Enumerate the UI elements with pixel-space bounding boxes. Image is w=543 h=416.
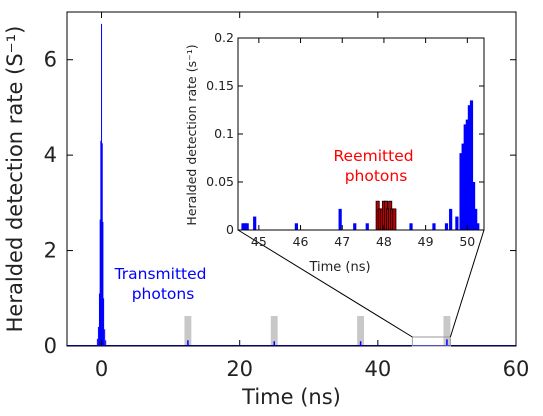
inset-y-tick-label-0: 0 (226, 222, 234, 237)
inset-bar-s0-1 (243, 223, 247, 230)
main-y-tick-label-1: 2 (44, 239, 57, 263)
inset-bar-s0-9 (432, 223, 436, 230)
inset-y-tick-label-3: 0.15 (206, 78, 234, 93)
main-x-tick-label-1: 20 (226, 357, 253, 381)
zoom-connector-left (237, 229, 413, 338)
inset-bar-s0-19 (471, 182, 476, 230)
reemitted-annotation-line-2: photons (345, 167, 408, 185)
inset-y-tick-label-2: 0.1 (214, 126, 234, 141)
shaded-regions (184, 316, 451, 346)
inset-bar-s0-21 (476, 223, 480, 230)
main-y-tick-label-0: 0 (44, 334, 57, 358)
zoom-connector-right (449, 229, 485, 338)
reemitted-annotation-line-1: Reemitted (333, 147, 413, 165)
inset-background (238, 38, 484, 230)
reemitted-photons-annotation: Reemitted photons (333, 147, 418, 185)
inset-y-tick-label-1: 0.05 (206, 174, 234, 189)
inset-bar-s0-6 (353, 223, 357, 230)
inset-bar-s0-7 (365, 223, 369, 230)
inset-y-tick-label-4: 0.2 (214, 30, 234, 45)
main-y-tick-label-2: 4 (44, 143, 57, 167)
inset-x-tick-label-2: 47 (334, 234, 350, 249)
inset-bar-s0-20 (474, 208, 478, 230)
zoom-box (411, 336, 451, 347)
inset-x-tick-label-1: 46 (293, 234, 309, 249)
inset-x-tick-label-4: 49 (418, 234, 434, 249)
shaded-region-0 (184, 316, 192, 346)
inset-bar-s0-15 (463, 124, 467, 230)
shaded-region-3 (443, 316, 451, 346)
shaded-region-1 (270, 316, 278, 346)
main-x-tick-label-2: 40 (364, 357, 391, 381)
inset-axis-ticks: 45 46 47 48 49 50 0 0.05 0.1 0.15 0.2 (206, 30, 484, 249)
inset-bar-s0-0 (241, 223, 245, 230)
inset-x-tick-label-5: 50 (459, 234, 475, 249)
inset-bar-s0-14 (461, 143, 465, 230)
zoom-indicator (237, 229, 485, 347)
inset-bar-s0-4 (294, 223, 298, 230)
inset-bar-s0-2 (245, 223, 249, 230)
inset-x-tick-label-0: 45 (251, 234, 267, 249)
inset-bar-s0-8 (409, 223, 413, 230)
main-x-tick-label-3: 60 (503, 357, 530, 381)
transmitted-photons-annotation: Transmitted photons (114, 265, 212, 303)
inset-bar-s0-5 (338, 208, 342, 230)
main-y-tick-label-3: 6 (44, 48, 57, 72)
shaded-region-2 (357, 316, 365, 346)
inset-bar-s0-16 (465, 119, 469, 230)
main-x-axis-label: Time (ns) (241, 385, 341, 409)
inset-x-axis-label: Time (ns) (308, 260, 370, 275)
inset-chart: 45 46 47 48 49 50 0 0.05 0.1 0.15 0.2 Time (ns) He… (184, 30, 485, 275)
inset-bar-s1-8 (392, 208, 397, 231)
inset-bar-s0-11 (449, 208, 453, 230)
inset-bar-s0-13 (459, 153, 463, 230)
inset-bar-s0-10 (444, 223, 449, 230)
main-x-tick-label-0: 0 (95, 357, 108, 381)
inset-x-tick-label-3: 48 (376, 234, 392, 249)
inset-bar-s0-12 (455, 216, 459, 230)
main-plot-frame (66, 11, 517, 347)
transmitted-annotation-line-2: photons (132, 285, 195, 303)
inset-bar-s0-3 (253, 216, 257, 230)
inset-bar-s0-18 (469, 100, 474, 231)
main-y-axis-label: Heralded detection rate (S⁻¹) (3, 26, 27, 333)
inset-bar-s0-17 (467, 105, 472, 230)
transmitted-annotation-line-1: Transmitted (114, 265, 207, 283)
inset-y-axis-label: Heralded detection rate (s⁻¹) (184, 44, 199, 225)
